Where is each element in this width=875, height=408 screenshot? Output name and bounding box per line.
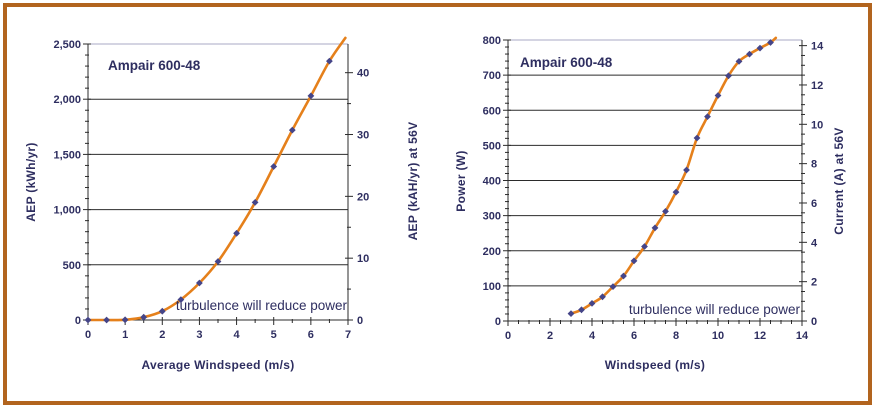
data-point-marker [103,316,110,324]
y2-tick-label: 12 [811,80,823,92]
y2-tick-label: 10 [811,119,823,131]
data-point-marker [756,44,764,52]
aep-chart: 0 1 2 3 4 5 6 705001,0001,5002,0002,50001020304… [24,36,420,372]
y-tick-label: 2,500 [53,39,81,51]
x-tick-label: 0 [85,329,91,341]
data-point-marker [567,310,575,317]
data-point-marker [704,113,711,120]
data-point-marker [578,306,585,314]
x-tick-label: 6 [631,330,637,342]
turbulence-annotation: turbulence will reduce power [176,298,348,313]
x-tick-label: 6 [308,329,314,341]
power-chart: 0 2 4 6 8 10 12 1401002003004005006007008000246… [454,35,846,372]
data-point-marker [270,163,278,170]
data-point-marker [196,279,203,287]
data-point-marker [84,316,92,324]
power-plot-area: 0 2 4 6 8 10 12 1401002003004005006007008000246… [483,35,824,342]
y-tick-label: 0 [75,315,81,327]
aep-plot-area: 0 1 2 3 4 5 6 705001,0001,5002,0002,50001020304… [53,36,369,341]
y-tick-label: 1,500 [53,149,81,161]
data-point-marker [630,257,638,265]
y-tick-label: 700 [483,70,501,82]
data-point-marker [599,293,606,301]
y-tick-label: 600 [483,105,501,117]
x-axis-title: Average Windspeed (m/s) [141,358,294,372]
data-point-marker [714,92,722,99]
data-point-marker [609,283,617,290]
x-tick-label: 2 [547,330,553,342]
data-point-marker [158,307,166,315]
data-point-marker [725,72,732,80]
data-point-marker [288,126,296,134]
y-tick-label: 500 [483,140,501,152]
y2-tick-label: 2 [811,277,817,289]
y-axis-title: Power (W) [454,150,468,211]
y2-tick-label: 6 [811,198,817,210]
x-tick-label: 14 [796,330,809,342]
series-line [87,36,347,322]
x-tick-label: 7 [345,329,351,341]
x-tick-label: 0 [505,330,511,342]
data-point-marker [651,224,659,232]
x-tick-label: 5 [271,329,277,341]
y-tick-label: 2,000 [53,94,81,106]
y2-tick-label: 20 [357,191,369,203]
data-point-marker [662,208,669,215]
data-point-marker [140,313,148,321]
data-point-marker [735,58,743,65]
series-line [569,36,778,315]
data-point-marker [307,92,315,100]
x-tick-label: 4 [234,329,241,341]
chart-title: Ampair 600-48 [520,55,613,70]
chart-title: Ampair 600-48 [108,58,201,73]
data-point-marker [251,199,259,206]
y-axis-title: AEP (kWh/yr) [24,142,38,221]
y2-axis-title: AEP (kAH/yr) at 56V [406,122,420,241]
y2-tick-label: 30 [357,130,369,142]
data-point-marker [620,272,627,280]
x-tick-label: 4 [589,330,596,342]
y2-tick-label: 10 [357,253,369,265]
y2-tick-label: 4 [811,237,818,249]
x-tick-label: 1 [122,329,128,341]
data-point-marker [121,316,129,324]
y2-tick-label: 40 [357,68,369,80]
data-point-marker [214,258,222,265]
data-point-marker [177,296,185,303]
x-tick-label: 3 [196,329,202,341]
y2-tick-label: 8 [811,159,817,171]
data-point-marker [767,39,774,46]
y-tick-label: 200 [483,246,501,258]
data-point-marker [746,50,753,58]
y-tick-label: 800 [483,35,501,47]
y2-tick-label: 0 [811,316,817,328]
data-point-marker [588,300,596,307]
data-point-marker [641,243,648,250]
turbulence-annotation: turbulence will reduce power [629,302,801,317]
x-tick-label: 8 [673,330,679,342]
y2-tick-label: 0 [357,315,363,327]
data-point-marker [672,188,680,196]
x-axis-title: Windspeed (m/s) [605,358,705,372]
data-point-marker [326,57,333,65]
y-tick-label: 300 [483,211,501,223]
x-tick-label: 2 [159,329,165,341]
y-tick-label: 100 [483,281,501,293]
y-tick-label: 1,000 [53,205,81,217]
y-tick-label: 500 [63,260,81,272]
y2-axis-title: Current (A) at 56V [832,127,846,234]
y2-tick-label: 14 [811,41,824,53]
y-tick-label: 0 [495,316,501,328]
x-tick-label: 12 [754,330,766,342]
y-tick-label: 400 [483,176,501,188]
data-point-marker [683,166,690,174]
data-point-marker [693,134,701,142]
x-tick-label: 10 [712,330,724,342]
data-point-marker [233,229,240,237]
